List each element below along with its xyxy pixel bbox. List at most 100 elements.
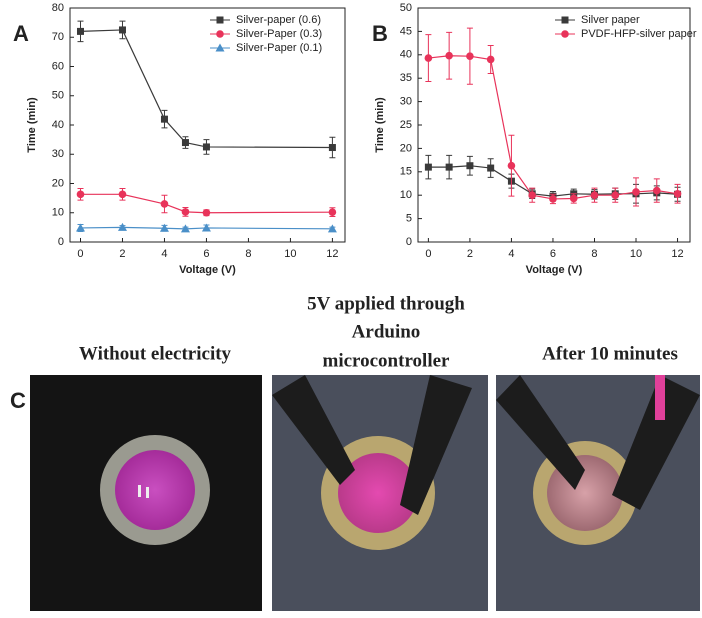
y-axis-label: Time (min) — [26, 97, 38, 153]
y-tick-label: 25 — [400, 119, 412, 131]
y-tick-label: 45 — [400, 25, 412, 37]
y-tick-label: 0 — [58, 236, 64, 248]
marker — [611, 191, 620, 199]
legend-marker — [215, 43, 225, 52]
marker — [466, 52, 474, 61]
marker — [160, 115, 168, 123]
legend-label: Silver-Paper (0.1) — [236, 42, 322, 54]
marker — [160, 200, 169, 208]
series-line — [80, 29, 333, 149]
y-tick-label: 20 — [400, 142, 412, 154]
series-line — [428, 55, 678, 200]
marker — [507, 161, 516, 170]
photo-caption: Arduino — [352, 321, 421, 342]
x-tick-label: 0 — [77, 248, 83, 260]
marker — [424, 163, 432, 171]
legend-marker — [216, 30, 224, 38]
panel-label: B — [372, 21, 388, 46]
y-tick-label: 80 — [52, 2, 64, 14]
plot-frame — [417, 7, 691, 243]
marker — [445, 51, 453, 60]
photo — [30, 375, 262, 611]
marker — [75, 223, 85, 232]
x-axis-label: Voltage (V) — [179, 264, 236, 276]
marker — [202, 143, 210, 151]
x-tick-label: 12 — [326, 248, 338, 260]
y-tick-label: 20 — [52, 177, 64, 189]
marker — [76, 190, 85, 199]
y-tick-label: 0 — [406, 236, 412, 248]
x-tick-label: 10 — [284, 248, 296, 260]
photo-caption: After 10 minutes — [542, 343, 678, 364]
marker — [118, 26, 126, 34]
marker — [328, 144, 336, 152]
photo-caption: microcontroller — [323, 350, 451, 371]
y-tick-label: 40 — [400, 49, 412, 61]
marker — [76, 27, 84, 35]
marker — [528, 191, 536, 199]
x-tick-label: 6 — [550, 248, 556, 260]
marker — [569, 194, 578, 203]
legend-label: Silver paper — [581, 14, 640, 26]
marker — [181, 208, 190, 216]
y-tick-label: 5 — [406, 213, 412, 225]
legend-marker — [561, 30, 569, 38]
x-tick-label: 10 — [630, 248, 642, 260]
x-tick-label: 4 — [161, 248, 167, 260]
marker — [328, 208, 337, 216]
marker — [590, 191, 599, 199]
x-tick-label: 2 — [467, 248, 473, 260]
y-tick-label: 60 — [52, 60, 64, 72]
legend-marker — [561, 16, 569, 24]
marker — [445, 163, 453, 171]
y-tick-label: 50 — [52, 90, 64, 102]
marker — [327, 224, 337, 233]
panel-label: A — [13, 21, 29, 46]
x-axis-label: Voltage (V) — [526, 264, 583, 276]
legend-label: Silver-paper (0.6) — [236, 14, 321, 26]
x-tick-label: 8 — [245, 248, 251, 260]
marker — [201, 223, 211, 232]
marker — [486, 55, 495, 64]
marker — [202, 208, 211, 217]
photo — [272, 375, 488, 611]
y-tick-label: 40 — [52, 119, 64, 131]
series-line — [80, 226, 333, 230]
legend-marker — [216, 16, 224, 24]
photo — [496, 375, 700, 611]
panel-label: C — [10, 388, 26, 413]
marker — [549, 195, 557, 203]
marker — [181, 139, 189, 147]
y-tick-label: 50 — [400, 2, 412, 14]
y-axis-label: Time (min) — [374, 97, 386, 153]
x-tick-label: 4 — [508, 248, 514, 260]
series-line — [80, 193, 333, 214]
marker — [424, 54, 433, 62]
photo-caption: 5V applied through — [307, 293, 465, 314]
y-tick-label: 10 — [400, 189, 412, 201]
marker — [632, 188, 640, 196]
marker — [180, 224, 190, 233]
y-tick-label: 30 — [52, 148, 64, 160]
marker — [673, 189, 682, 198]
y-tick-label: 35 — [400, 72, 412, 84]
y-tick-label: 15 — [400, 166, 412, 178]
marker — [652, 186, 661, 195]
x-tick-label: 8 — [591, 248, 597, 260]
legend-label: PVDF-HFP-silver paper — [581, 28, 697, 40]
marker — [466, 162, 474, 170]
photo-caption: Without electricity — [79, 343, 232, 364]
y-tick-label: 70 — [52, 31, 64, 43]
marker — [159, 223, 169, 232]
x-tick-label: 12 — [671, 248, 683, 260]
y-tick-label: 30 — [400, 96, 412, 108]
marker — [487, 164, 495, 172]
marker — [117, 222, 127, 231]
x-tick-label: 6 — [203, 248, 209, 260]
legend-label: Silver-Paper (0.3) — [236, 28, 322, 40]
marker — [118, 190, 127, 199]
y-tick-label: 10 — [52, 207, 64, 219]
x-tick-label: 2 — [119, 248, 125, 260]
